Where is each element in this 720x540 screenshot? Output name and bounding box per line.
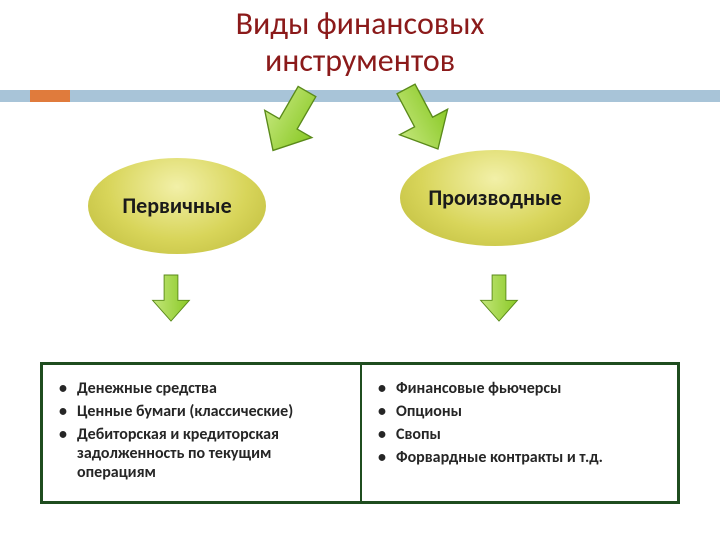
table-col-derivative: Финансовые фьючерсы Опционы Свопы Форвар… bbox=[360, 365, 677, 501]
arrow-top-left bbox=[240, 68, 340, 173]
list-item: Свопы bbox=[378, 425, 665, 444]
title-line2: инструментов bbox=[0, 43, 720, 80]
arrow-bottom-right bbox=[476, 238, 522, 358]
list-item: Форвардные контракты и т.д. bbox=[378, 448, 665, 467]
list-item: Опционы bbox=[378, 402, 665, 421]
instruments-table: Денежные средства Ценные бумаги (классич… bbox=[40, 362, 680, 504]
title-line1: Виды финансовых bbox=[0, 6, 720, 43]
list-item: Дебиторская и кредиторская задолженность… bbox=[59, 425, 348, 482]
ellipse-derivative-label: Производные bbox=[428, 186, 561, 209]
list-item: Денежные средства bbox=[59, 379, 348, 398]
ellipse-primary: Первичные bbox=[88, 158, 266, 254]
primary-list: Денежные средства Ценные бумаги (классич… bbox=[59, 379, 348, 482]
table-col-primary: Денежные средства Ценные бумаги (классич… bbox=[43, 365, 360, 501]
list-item: Ценные бумаги (классические) bbox=[59, 402, 348, 421]
horizontal-band bbox=[0, 90, 720, 102]
arrow-bottom-left bbox=[148, 238, 194, 358]
ellipse-primary-label: Первичные bbox=[122, 194, 231, 217]
derivative-list: Финансовые фьючерсы Опционы Свопы Форвар… bbox=[378, 379, 665, 467]
horizontal-band-accent bbox=[30, 90, 70, 102]
page-title: Виды финансовых инструментов bbox=[0, 0, 720, 80]
ellipse-derivative: Производные bbox=[400, 150, 590, 246]
list-item: Финансовые фьючерсы bbox=[378, 379, 665, 398]
